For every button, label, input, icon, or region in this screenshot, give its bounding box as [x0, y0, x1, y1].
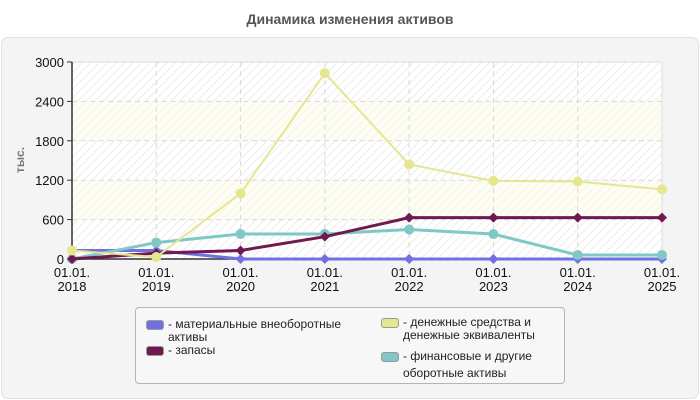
svg-text:2400: 2400 [35, 94, 64, 109]
svg-text:2021: 2021 [310, 279, 339, 294]
legend-swatch-icon [146, 320, 164, 330]
svg-text:2025: 2025 [648, 279, 677, 294]
svg-text:01.01.: 01.01. [644, 265, 680, 280]
plot-area [71, 61, 663, 260]
legend: - материальные внеоборотные активы - зап… [135, 307, 565, 384]
svg-text:01.01.: 01.01. [475, 265, 511, 280]
x-axis-ticks: 01.01.201801.01.201901.01.202001.01.2021… [54, 265, 680, 294]
svg-text:3000: 3000 [35, 55, 64, 70]
data-series [67, 68, 667, 264]
svg-text:01.01.: 01.01. [391, 265, 427, 280]
y-axis-label: тыс. [13, 147, 27, 173]
svg-text:0: 0 [57, 252, 64, 267]
chart-title: Динамика изменения активов [246, 11, 454, 27]
svg-text:2019: 2019 [142, 279, 171, 294]
svg-text:1200: 1200 [35, 173, 64, 188]
svg-text:2020: 2020 [226, 279, 255, 294]
legend-swatch-icon [381, 352, 399, 362]
svg-text:01.01.: 01.01. [222, 265, 258, 280]
svg-text:01.01.: 01.01. [54, 265, 90, 280]
svg-text:2023: 2023 [479, 279, 508, 294]
svg-text:600: 600 [42, 213, 64, 228]
svg-text:2018: 2018 [58, 279, 87, 294]
svg-text:2024: 2024 [563, 279, 592, 294]
svg-text:01.01.: 01.01. [560, 265, 596, 280]
legend-swatch-icon [146, 346, 164, 356]
y-axis-ticks: 0 600 1200 1800 2400 3000 [35, 55, 72, 267]
svg-text:01.01.: 01.01. [307, 265, 343, 280]
svg-text:1800: 1800 [35, 134, 64, 149]
svg-text:2022: 2022 [395, 279, 424, 294]
legend-swatch-icon [381, 318, 399, 328]
svg-text:01.01.: 01.01. [138, 265, 174, 280]
